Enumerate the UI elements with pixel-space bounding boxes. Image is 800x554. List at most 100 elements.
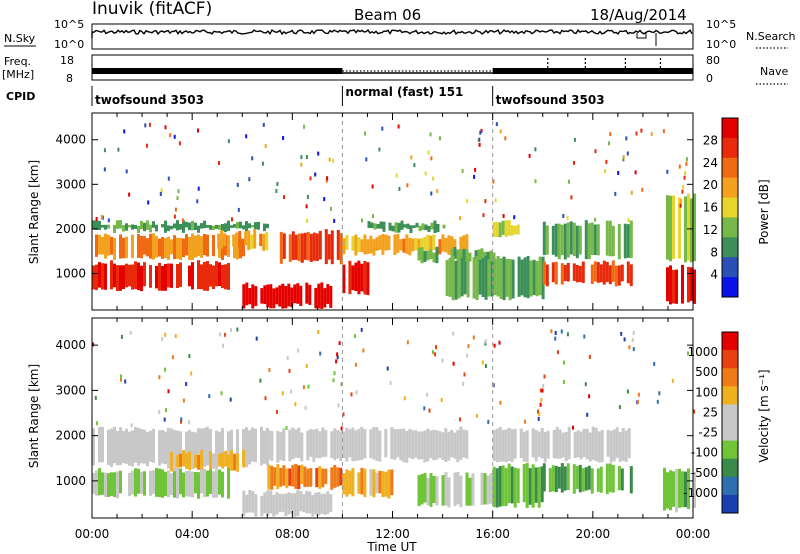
velocity-colorbar-tick: -500 [691, 466, 718, 480]
power-band-14 [666, 264, 696, 305]
freq-tick-top: 18 [60, 54, 74, 67]
power-ytick-label: 1000 [55, 266, 86, 280]
power-panel: 1000 2000 3000 4000 [55, 112, 696, 311]
velocity-colorbar-tick: -100 [691, 446, 718, 460]
velocity-colorbar-cell [722, 350, 738, 369]
freq-band-1 [92, 68, 343, 74]
velocity-ytick-label: 1000 [55, 474, 86, 488]
power-band-3 [217, 229, 269, 251]
velocity-band-10 [492, 426, 631, 463]
velocity-colorbar: 1000 500 100 25 -25 -100 -500 -1000 [683, 331, 739, 514]
power-band-13 [542, 220, 633, 260]
power-ytick-label: 4000 [55, 133, 86, 147]
nave-tick-bottom: 0 [706, 72, 713, 85]
velocity-colorbar-cell [722, 494, 738, 514]
power-colorbar-cell [722, 177, 738, 199]
velocity-band-8 [492, 462, 544, 508]
velocity-band-6 [342, 467, 394, 499]
x-tick-label: 00:00 [676, 527, 711, 541]
velocity-colorbar-frame [721, 331, 739, 514]
power-colorbar: 28 24 20 16 12 8 4 [703, 117, 739, 298]
power-band-8 [367, 220, 446, 234]
power-colorbar-cell [722, 237, 738, 258]
cpid-segment-label: twofsound 3503 [95, 93, 204, 107]
cpid-segment-label: normal (fast) 151 [345, 85, 463, 99]
power-colorbar-tick: 12 [703, 223, 718, 237]
velocity-band-11 [663, 467, 696, 513]
velocity-colorbar-cell [722, 422, 738, 442]
x-tick-label: 04:00 [175, 527, 210, 541]
nsky-tick-top: 10^5 [54, 18, 84, 31]
velocity-colorbar-tick: -25 [698, 426, 718, 440]
velocity-colorbar-tick: 500 [695, 365, 718, 379]
velocity-colorbar-cell [722, 440, 738, 460]
velocity-colorbar-tick: -1000 [683, 486, 718, 500]
velocity-band-7 [417, 472, 496, 508]
power-colorbar-tick: 24 [703, 156, 718, 170]
nsearch-tick-top: 10^5 [706, 18, 736, 31]
velocity-colorbar-tick: 1000 [687, 345, 718, 359]
power-colorbar-cell [722, 257, 738, 278]
nsky-trace [91, 28, 693, 46]
power-ytick-label: 3000 [55, 177, 86, 191]
velocity-colorbar-cell [722, 368, 738, 387]
nsearch-tick-bottom: 10^0 [706, 38, 736, 51]
velocity-panel: 1000 2000 3000 4000 [55, 317, 696, 519]
velocity-ytick-label: 2000 [55, 429, 86, 443]
power-colorbar-cell [722, 157, 738, 179]
x-tick-label: 00:00 [75, 527, 110, 541]
velocity-scatter [92, 327, 695, 431]
velocity-colorbar-cell [722, 458, 738, 478]
nsearch-label: N.Search [746, 30, 796, 43]
nsky-strip [91, 23, 694, 50]
power-colorbar-tick: 16 [703, 201, 718, 215]
station-title: Inuvik (fitACF) [92, 0, 212, 19]
power-colorbar-cell [722, 217, 738, 238]
x-tick-label: 12:00 [375, 527, 410, 541]
power-colorbar-cell [722, 137, 738, 159]
power-colorbar-label: Power [dB] [757, 179, 771, 244]
cpid-label: CPID [6, 90, 35, 103]
freq-trace [92, 58, 693, 74]
power-ytick-label: 2000 [55, 222, 86, 236]
velocity-ytick-label: 4000 [55, 338, 86, 352]
velocity-band-0 [92, 467, 230, 499]
power-colorbar-cell [722, 277, 738, 298]
nave-label: Nave [760, 65, 788, 78]
velocity-band-1 [92, 426, 269, 468]
power-colorbar-cell [722, 118, 738, 139]
freq-unit-label: [MHz] [2, 68, 34, 81]
power-band-10 [445, 255, 545, 301]
power-colorbar-frame [721, 117, 739, 298]
velocity-colorbar-tick: 25 [703, 405, 718, 419]
velocity-band-9 [542, 463, 633, 495]
freq-strip [91, 54, 694, 81]
velocity-colorbar-cell [722, 386, 738, 405]
cpid-strip: twofsound 3503 normal (fast) 151 twofsound… [91, 85, 605, 107]
velocity-band-4 [267, 463, 343, 490]
x-tick-label: 16:00 [475, 527, 510, 541]
x-tick-label: 08:00 [275, 527, 310, 541]
power-band-11 [492, 220, 520, 238]
power-band-12 [542, 260, 633, 287]
power-colorbar-tick: 8 [710, 245, 718, 259]
velocity-colorbar-cell [722, 332, 738, 351]
freq-label: Freq. [4, 55, 31, 68]
power-colorbar-cell [722, 197, 738, 218]
power-band-7 [342, 233, 469, 256]
power-band-4 [242, 282, 333, 309]
power-band-5 [279, 229, 343, 265]
freq-tick-bottom: 8 [66, 72, 73, 85]
nsky-tick-bottom: 10^0 [54, 38, 84, 51]
velocity-band-3 [242, 490, 333, 517]
nave-tick-top: 80 [706, 54, 720, 67]
nsky-label: N.Sky [4, 32, 36, 45]
power-band-2 [92, 220, 269, 234]
power-band-0 [92, 260, 230, 292]
freq-band-2 [492, 68, 693, 74]
beam-title: Beam 06 [354, 6, 421, 24]
nsky-line [91, 28, 693, 38]
velocity-colorbar-label: Velocity [m s⁻¹] [757, 369, 771, 462]
velocity-colorbar-cell [722, 404, 738, 423]
